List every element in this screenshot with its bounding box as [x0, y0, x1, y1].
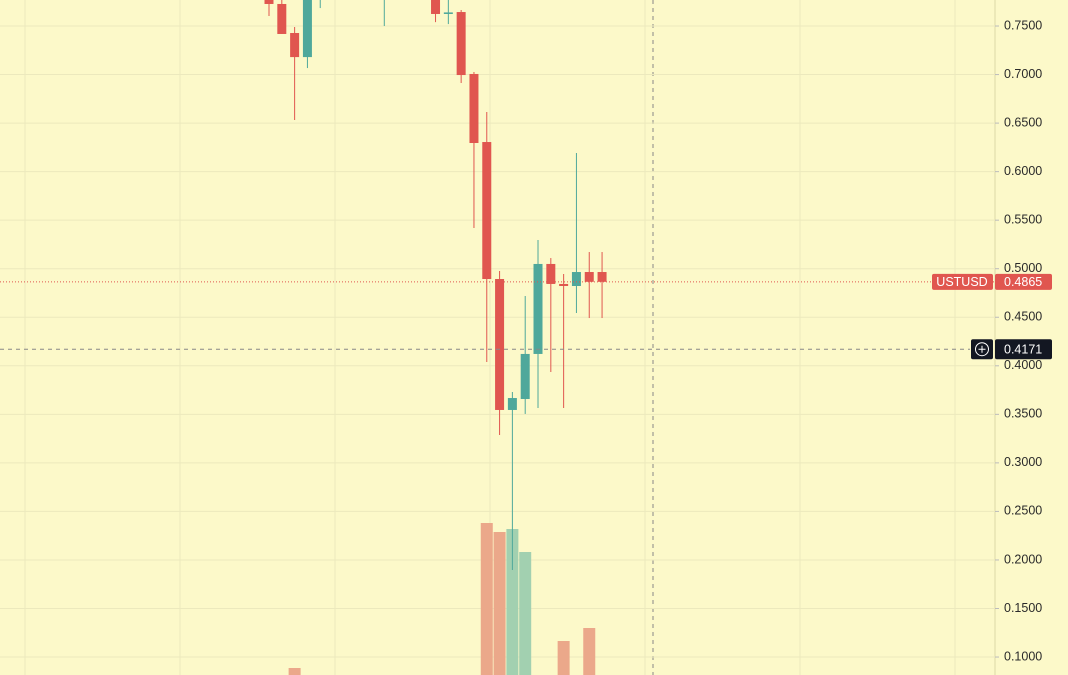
candle-body	[559, 283, 569, 286]
y-tick-label: 0.6000	[1004, 164, 1042, 178]
volume-bar	[557, 641, 570, 675]
y-tick-label: 0.5000	[1004, 261, 1042, 275]
plot-area	[0, 0, 995, 675]
candle-body	[533, 263, 543, 354]
candle-body	[495, 279, 505, 410]
y-tick-label: 0.4000	[1004, 358, 1042, 372]
crosshair-tag	[995, 339, 1052, 360]
candle-body	[302, 0, 312, 58]
candle-body	[546, 263, 556, 284]
y-tick-label: 0.2500	[1004, 504, 1042, 518]
candle-body	[571, 272, 581, 286]
y-tick-label: 0.1000	[1004, 649, 1042, 663]
y-tick-label: 0.5500	[1004, 212, 1042, 226]
y-tick-label: 0.3000	[1004, 455, 1042, 469]
volume-bar	[288, 668, 301, 675]
y-tick-label: 0.6500	[1004, 115, 1042, 129]
candle-body	[469, 73, 479, 143]
volume-bar	[506, 529, 519, 675]
candle-body	[597, 272, 607, 282]
last-price-tag	[995, 273, 1052, 290]
candle-body	[264, 0, 274, 4]
last-price-label: 0.4865	[1004, 275, 1042, 289]
y-tick-label: 0.1500	[1004, 601, 1042, 615]
candle-body	[507, 398, 517, 410]
candle-body	[456, 12, 466, 76]
volume-bar	[493, 532, 506, 675]
y-tick-label: 0.2000	[1004, 552, 1042, 566]
crosshair-plus-icon	[975, 342, 989, 357]
candle-body	[482, 142, 492, 280]
y-tick-label: 0.7000	[1004, 67, 1042, 81]
symbol-tag	[932, 273, 993, 290]
price-axis: 0.1000 0.1500 0.2000 0.2500 0.3000 0.3500 0.40…	[995, 18, 1042, 663]
crosshair-label: 0.4171	[1004, 342, 1042, 356]
volume-bar	[480, 523, 493, 675]
volume-bar	[583, 628, 596, 675]
candle-body	[277, 3, 287, 34]
crosshair-plus-sign	[978, 345, 986, 353]
y-tick-label: 0.4500	[1004, 310, 1042, 324]
candle-body	[443, 12, 453, 14]
candle-body	[584, 272, 594, 282]
vertical-grid	[24, 0, 956, 675]
candle-body	[290, 33, 300, 58]
candle-body	[520, 353, 530, 400]
volume-bar	[519, 552, 532, 675]
grid	[0, 25, 995, 658]
symbol-name: USTUSD	[936, 275, 987, 289]
y-tick-label: 0.7500	[1004, 18, 1042, 32]
candle-body	[431, 0, 441, 14]
y-tick-label: 0.3500	[1004, 407, 1042, 421]
